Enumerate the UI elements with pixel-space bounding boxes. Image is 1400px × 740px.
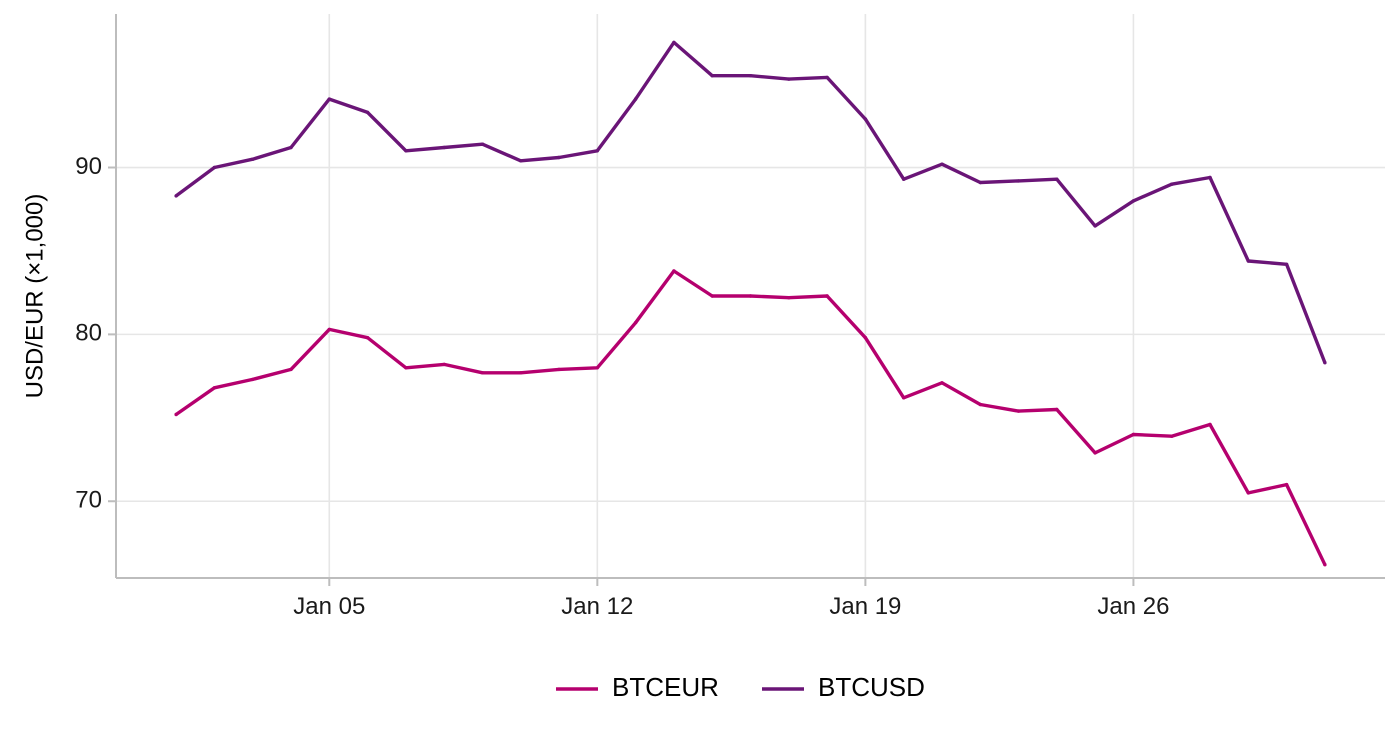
data-point <box>825 294 829 298</box>
series-line-btcusd <box>175 40 1327 364</box>
data-point <box>480 371 485 375</box>
legend-label: BTCUSD <box>818 672 925 702</box>
data-point <box>1284 262 1289 266</box>
data-point <box>174 194 178 198</box>
data-point <box>1284 482 1289 487</box>
data-point <box>1016 179 1021 183</box>
data-point <box>365 336 370 340</box>
gridlines <box>116 14 1385 578</box>
data-point <box>174 412 178 417</box>
y-tick-label: 70 <box>75 487 102 514</box>
x-tick-label: Jan 12 <box>561 593 633 620</box>
data-point <box>1208 422 1212 427</box>
data-point <box>748 294 753 298</box>
data-point <box>1246 491 1251 495</box>
data-point <box>1016 409 1021 413</box>
axes <box>108 14 1385 586</box>
data-point <box>825 75 829 80</box>
data-point <box>1323 361 1327 365</box>
data-point <box>251 157 255 161</box>
data-point <box>633 321 638 325</box>
data-point <box>519 159 523 163</box>
series-points-btcusd <box>174 40 1327 365</box>
legend: BTCEUR BTCUSD <box>556 672 925 702</box>
data-point <box>442 362 446 367</box>
data-point <box>1131 199 1136 203</box>
data-point <box>1055 177 1059 181</box>
data-point <box>1170 434 1174 438</box>
data-point <box>940 162 944 166</box>
data-point <box>1093 224 1097 228</box>
data-point <box>327 327 331 332</box>
data-point <box>557 155 561 160</box>
data-point <box>480 142 485 146</box>
data-point <box>442 145 446 150</box>
data-point <box>251 377 255 382</box>
x-tick-label: Jan 26 <box>1097 593 1169 620</box>
data-point <box>365 110 370 115</box>
series-points-btceur <box>174 269 1327 567</box>
data-point <box>1323 563 1327 567</box>
data-point <box>672 40 676 45</box>
data-point <box>940 381 944 385</box>
data-point <box>557 367 561 372</box>
data-point <box>633 97 638 101</box>
data-point <box>787 296 791 300</box>
data-point <box>519 371 523 375</box>
data-point <box>1170 182 1174 186</box>
data-point <box>672 269 676 273</box>
data-point <box>404 149 408 153</box>
y-axis-title: USD/EUR (×1,000) <box>21 194 48 399</box>
tick-labels: 70 80 90 Jan 05 Jan 12 Jan 19 Jan 26 <box>75 153 1169 620</box>
data-point <box>289 145 293 150</box>
x-tick-label: Jan 19 <box>829 593 901 620</box>
data-point <box>327 97 331 101</box>
data-point <box>1131 432 1136 437</box>
data-point <box>863 117 868 121</box>
data-point <box>289 367 293 372</box>
y-tick-label: 80 <box>75 320 102 347</box>
data-point <box>1093 451 1097 455</box>
data-point <box>1246 259 1251 263</box>
data-point <box>710 74 714 78</box>
data-point <box>863 336 868 340</box>
series-line-btceur <box>175 269 1327 566</box>
data-point <box>787 77 791 81</box>
data-point <box>1208 175 1212 180</box>
data-point <box>902 177 906 181</box>
data-point <box>212 165 217 170</box>
data-point <box>1055 407 1059 412</box>
data-point <box>595 149 599 153</box>
data-point <box>978 180 982 185</box>
legend-item-btcusd: BTCUSD <box>762 672 925 702</box>
data-point <box>710 294 714 298</box>
data-point <box>404 366 408 370</box>
y-tick-label: 90 <box>75 153 102 180</box>
data-point <box>902 396 906 400</box>
data-point <box>212 386 217 390</box>
series-lines <box>174 40 1327 567</box>
legend-item-btceur: BTCEUR <box>556 672 719 702</box>
data-point <box>595 366 599 370</box>
x-tick-label: Jan 05 <box>293 593 365 620</box>
data-point <box>748 74 753 78</box>
data-point <box>978 402 982 407</box>
legend-label: BTCEUR <box>612 672 719 702</box>
